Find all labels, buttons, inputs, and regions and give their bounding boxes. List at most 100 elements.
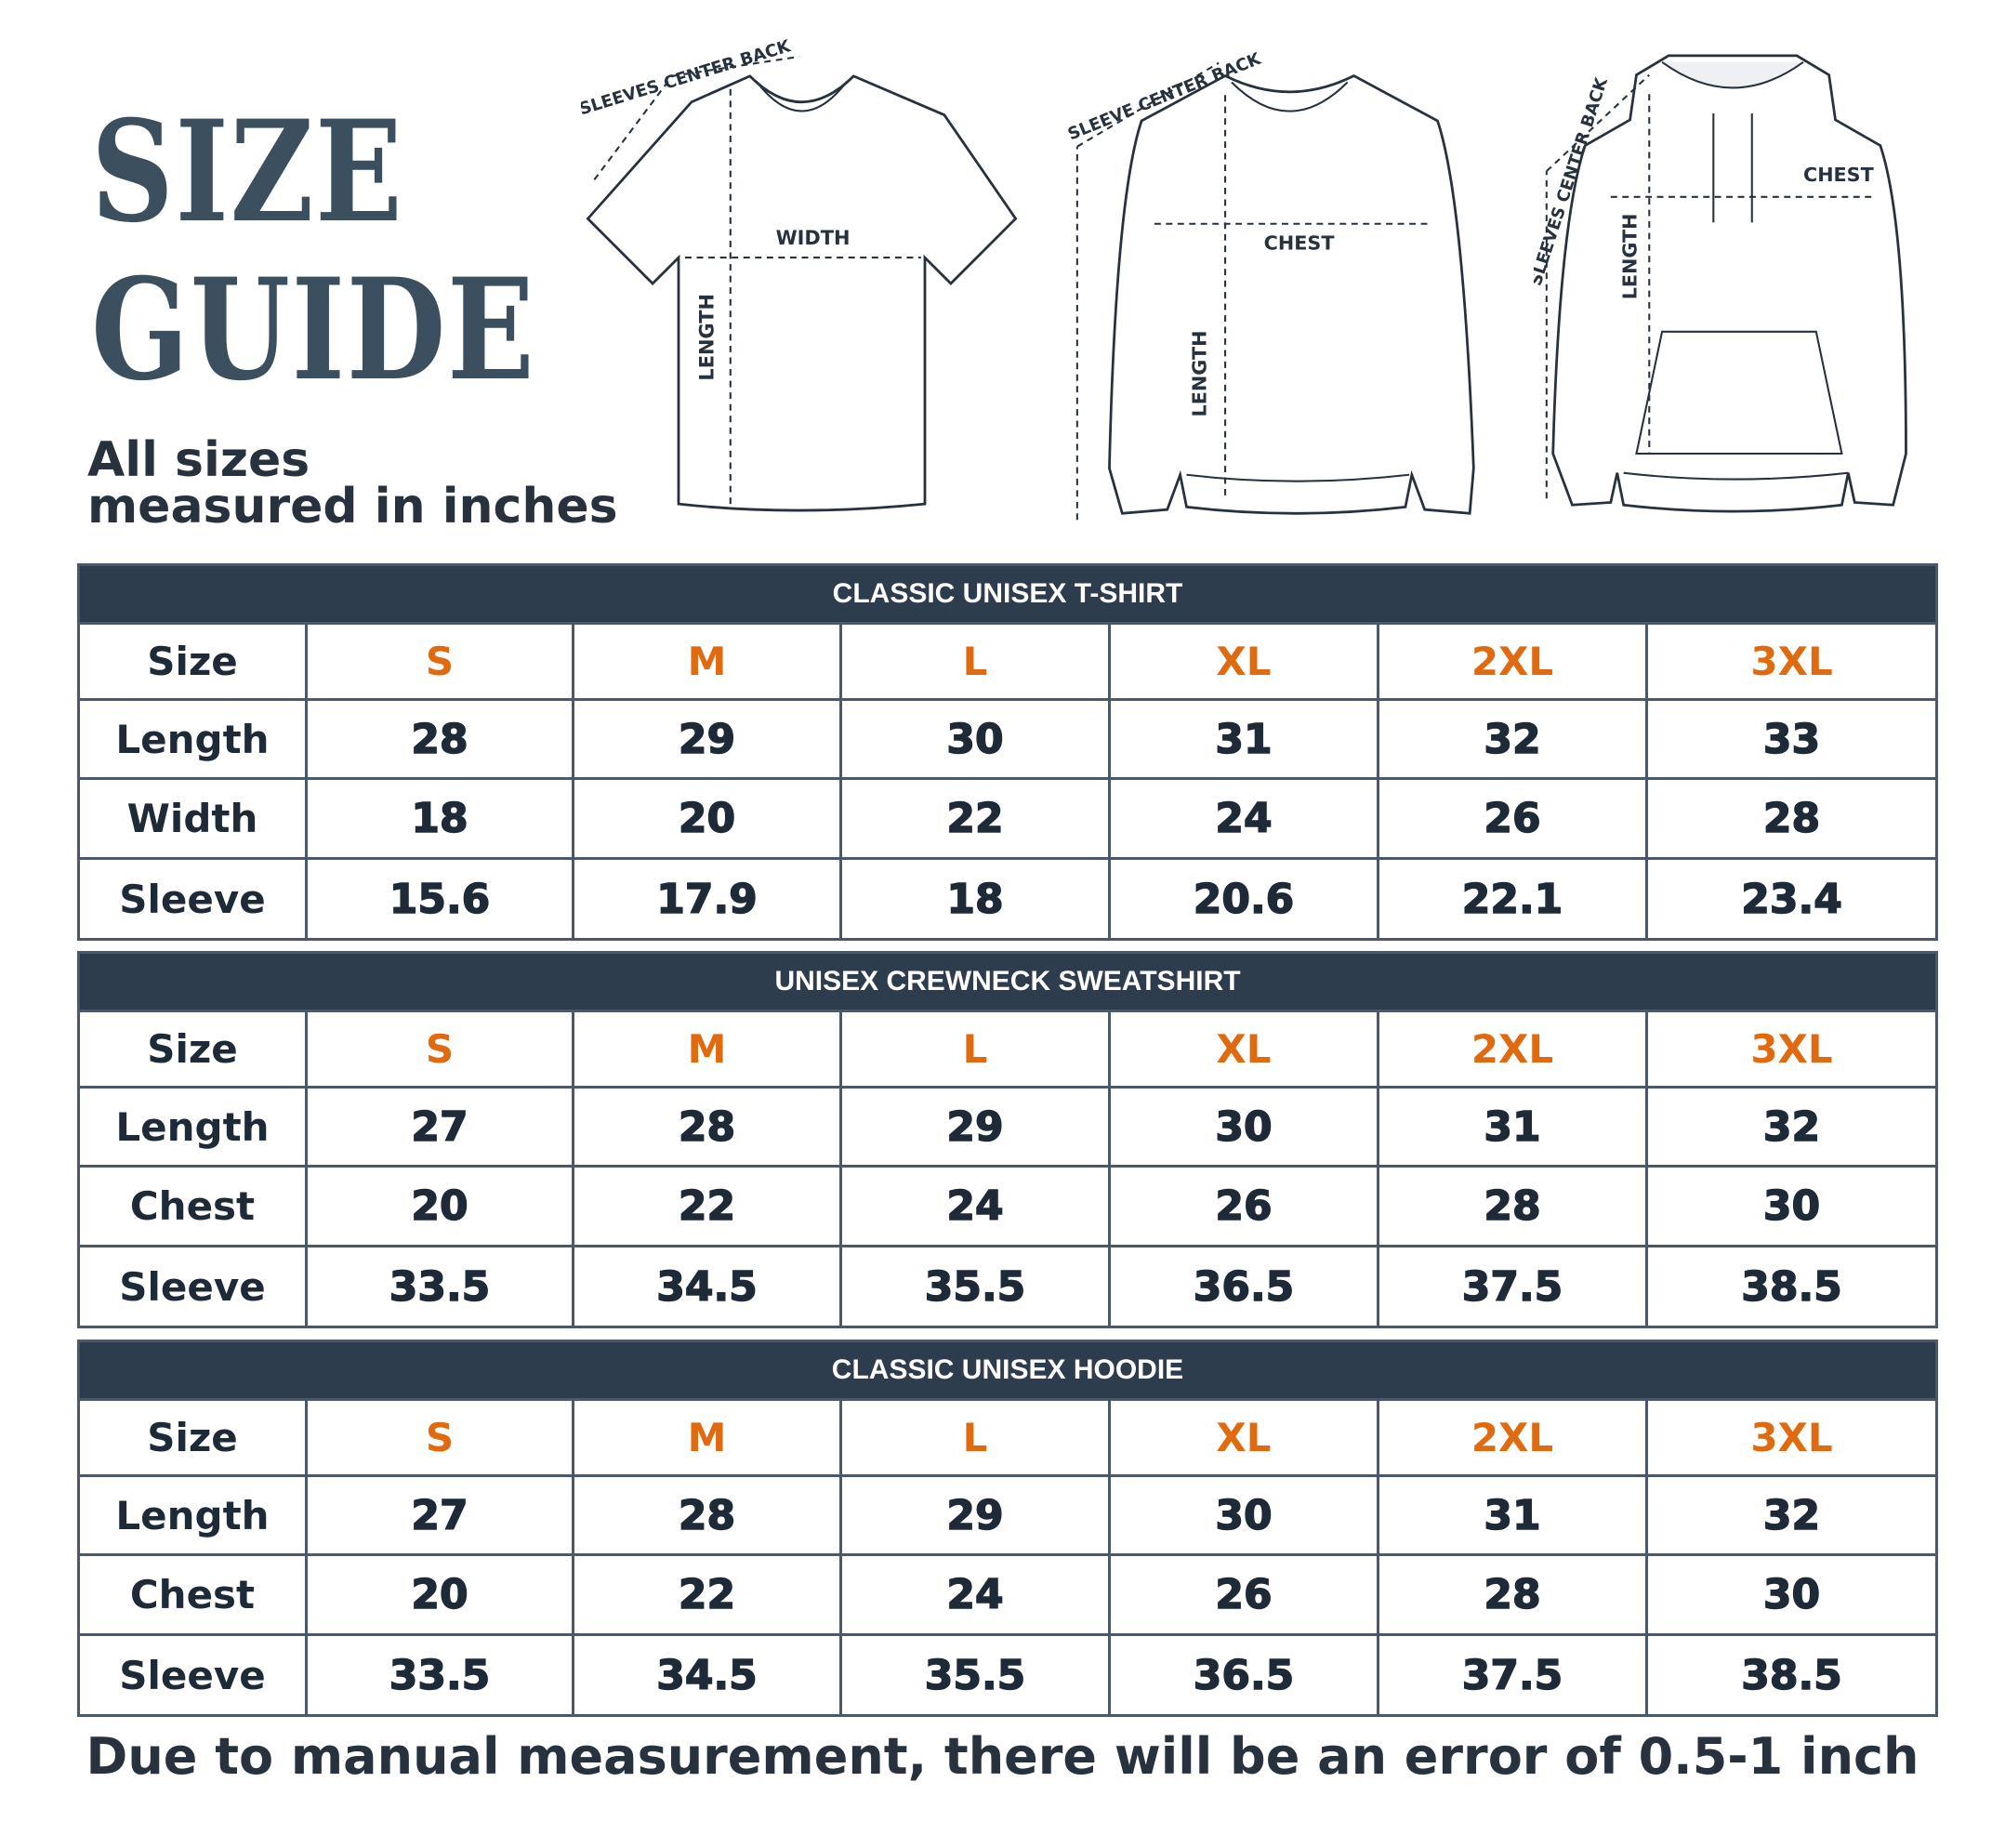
size-header: M (572, 1398, 842, 1477)
measurement-cell: 28 (1644, 777, 1939, 860)
measurement-cell: 37.5 (1377, 1633, 1648, 1717)
row-label: Length (77, 1086, 308, 1168)
hoodie-length-label: LENGTH (1618, 214, 1641, 300)
measurement-cell: 26 (1108, 1165, 1379, 1247)
measurement-cell: 27 (305, 1474, 574, 1556)
row-label: Length (77, 698, 308, 780)
measurement-cell: 30 (1108, 1086, 1379, 1168)
measurement-cell: 28 (1377, 1553, 1648, 1636)
row-label: Sleeve (77, 1633, 308, 1717)
size-header: XL (1108, 1398, 1379, 1477)
measurement-cell: 37.5 (1377, 1245, 1648, 1328)
size-header: L (839, 1010, 1111, 1089)
measurement-cell: 32 (1377, 698, 1648, 780)
measurement-cell: 33.5 (305, 1633, 574, 1717)
title-size: SIZE (91, 90, 404, 254)
table-row: Length 27 28 29 30 31 32 (77, 1086, 1939, 1168)
sweatshirt-chest-label: CHEST (1264, 231, 1336, 254)
row-label: Sleeve (77, 1245, 308, 1328)
measurement-cell: 22.1 (1377, 857, 1648, 941)
size-header: 2XL (1377, 1010, 1648, 1089)
size-header: XL (1108, 622, 1379, 701)
size-header: S (305, 1010, 574, 1089)
size-header: S (305, 622, 574, 701)
measurement-cell: 27 (305, 1086, 574, 1168)
measurement-cell: 18 (839, 857, 1111, 941)
measurement-cell: 31 (1377, 1474, 1648, 1556)
measurement-cell: 28 (572, 1086, 842, 1168)
measurement-cell: 33 (1644, 698, 1939, 780)
measurement-cell: 24 (839, 1165, 1111, 1247)
size-header: M (572, 1010, 842, 1089)
row-label: Size (77, 1010, 308, 1089)
subtitle-line-2: measured in inches (87, 479, 618, 535)
row-label: Length (77, 1474, 308, 1556)
measurement-cell: 23.4 (1644, 857, 1939, 941)
table-title: CLASSIC UNISEX HOODIE (77, 1340, 1938, 1401)
measurement-cell: 36.5 (1108, 1245, 1379, 1328)
table-row: Sleeve 33.5 34.5 35.5 36.5 37.5 38.5 (77, 1633, 1938, 1717)
table-row: Chest 20 22 24 26 28 30 (77, 1553, 1938, 1636)
size-row: Size S M L XL 2XL 3XL (77, 622, 1939, 701)
size-row: Size S M L XL 2XL 3XL (77, 1010, 1939, 1089)
measurement-cell: 24 (1108, 777, 1379, 860)
table-row: Width 18 20 22 24 26 28 (77, 777, 1939, 860)
table-row: Length 27 28 29 30 31 32 (77, 1474, 1938, 1556)
measurement-cell: 20 (305, 1553, 574, 1636)
measurement-cell: 29 (572, 698, 842, 780)
size-header: M (572, 622, 842, 701)
size-row: Size S M L XL 2XL 3XL (77, 1398, 1938, 1477)
hoodie-illustration: CHEST LENGTH SLEEVES CENTER BACK (1526, 42, 1938, 525)
measurement-cell: 22 (572, 1165, 842, 1247)
sweatshirt-size-table: UNISEX CREWNECK SWEATSHIRT Size S M L XL 2XL 3X… (76, 951, 1939, 1328)
sweatshirt-illustration: CHEST LENGTH SLEEVE CENTER BACK (1064, 42, 1483, 535)
tshirt-size-table: CLASSIC UNISEX T-SHIRT Size S M L XL 2XL 3XL Len… (76, 563, 1939, 941)
measurement-cell: 32 (1644, 1086, 1939, 1168)
measurement-cell: 28 (1377, 1165, 1648, 1247)
size-header: L (839, 1398, 1111, 1477)
measurement-cell: 29 (839, 1474, 1111, 1556)
measurement-cell: 35.5 (839, 1633, 1111, 1717)
row-label: Sleeve (77, 857, 308, 941)
size-header: 3XL (1645, 1398, 1938, 1477)
tshirt-illustration: WIDTH LENGTH SLEEVES CENTER BACK (577, 36, 1022, 530)
measurement-cell: 32 (1645, 1474, 1938, 1556)
tshirt-width-label: WIDTH (776, 227, 851, 249)
row-label: Size (77, 622, 308, 701)
size-header: XL (1108, 1010, 1379, 1089)
measurement-cell: 20 (572, 777, 842, 860)
row-label: Chest (77, 1553, 308, 1636)
measurement-cell: 29 (839, 1086, 1111, 1168)
measurement-cell: 34.5 (572, 1245, 842, 1328)
size-header: S (305, 1398, 574, 1477)
measurement-cell: 31 (1377, 1086, 1648, 1168)
size-header: 3XL (1644, 622, 1939, 701)
measurement-cell: 20.6 (1108, 857, 1379, 941)
table-row: Sleeve 15.6 17.9 18 20.6 22.1 23.4 (77, 857, 1939, 941)
measurement-disclaimer: Due to manual measurement, there will be… (86, 1727, 1919, 1786)
measurement-cell: 24 (839, 1553, 1111, 1636)
measurement-cell: 30 (1108, 1474, 1379, 1556)
measurement-cell: 22 (839, 777, 1111, 860)
table-row: Sleeve 33.5 34.5 35.5 36.5 37.5 38.5 (77, 1245, 1939, 1328)
size-header: 2XL (1377, 1398, 1648, 1477)
measurement-cell: 38.5 (1644, 1245, 1939, 1328)
hoodie-chest-label: CHEST (1803, 164, 1875, 186)
row-label: Size (77, 1398, 308, 1477)
measurement-cell: 34.5 (572, 1633, 842, 1717)
subtitle-line-1: All sizes (87, 432, 310, 488)
measurement-cell: 18 (305, 777, 574, 860)
sweatshirt-length-label: LENGTH (1188, 331, 1210, 417)
table-title: UNISEX CREWNECK SWEATSHIRT (76, 951, 1939, 1012)
measurement-cell: 30 (1645, 1553, 1938, 1636)
measurement-cell: 30 (1644, 1165, 1939, 1247)
size-header: L (839, 622, 1111, 701)
row-label: Width (77, 777, 308, 860)
table-row: Length 28 29 30 31 32 33 (77, 698, 1939, 780)
measurement-cell: 26 (1108, 1553, 1379, 1636)
size-header: 2XL (1377, 622, 1648, 701)
measurement-cell: 15.6 (305, 857, 574, 941)
measurement-cell: 38.5 (1645, 1633, 1938, 1717)
measurement-cell: 28 (572, 1474, 842, 1556)
measurement-cell: 36.5 (1108, 1633, 1379, 1717)
